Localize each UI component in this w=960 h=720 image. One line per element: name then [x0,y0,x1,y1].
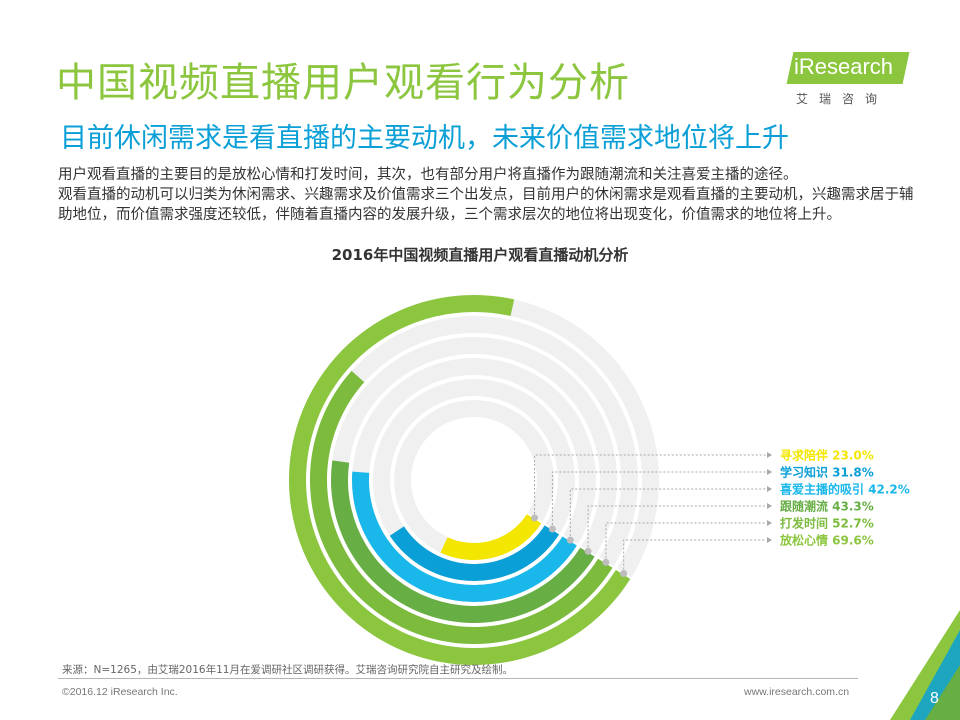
footer-divider [58,678,858,679]
bar-寻求陪伴 [440,513,542,560]
leader-arrow [767,503,772,509]
bar-喜爱主播的吸引 [352,471,578,602]
data-label: 寻求陪伴 23.0% [780,448,874,463]
leader-arrow [767,486,772,492]
leader-line [605,522,766,563]
iresearch-logo: iResearch 艾瑞咨询 [780,52,910,110]
leader-arrow [767,537,772,543]
page-number: 8 [930,690,939,707]
page-title: 中国视频直播用户观看行为分析 [56,60,630,106]
corner-decoration [890,610,960,720]
copyright-text: ©2016.12 iResearch Inc. [62,686,178,698]
summary-text: 用户观看直播的主要目的是放松心情和打发时间，其次，也有部分用户将直播作为跟随潮流… [58,165,920,225]
leader-line [587,505,766,552]
leader-line [623,539,766,574]
website-url: www.iresearch.com.cn [744,686,850,698]
leader-dot [584,547,592,555]
leader-line [534,454,766,518]
leader-line [569,488,766,541]
bar-学习知识 [389,524,560,581]
leader-line [551,471,766,529]
data-label: 打发时间 52.7% [780,516,874,531]
page-subtitle: 目前休闲需求是看直播的主要动机，未来价值需求地位将上升 [60,123,789,154]
bar-放松心情 [289,295,631,665]
summary-paragraph-1: 用户观看直播的主要目的是放松心情和打发时间，其次，也有部分用户将直播作为跟随潮流… [58,167,798,183]
data-label: 喜爱主播的吸引 42.2% [780,482,910,497]
logo-chinese-name: 艾瑞咨询 [796,92,889,106]
start-divider [523,510,634,580]
leader-arrow [767,469,772,475]
leader-dot [531,514,539,522]
leader-dot [566,536,574,544]
data-label: 学习知识 31.8% [780,465,874,480]
source-note: 来源：N=1265，由艾瑞2016年11月在爱调研社区调研获得。艾瑞咨询研究院自… [62,664,513,676]
leader-dot [620,570,628,577]
summary-paragraph-2: 观看直播的动机可以归类为休闲需求、兴趣需求及价值需求三个出发点，目前用户的休闲需… [58,187,914,223]
leader-dot [548,525,556,533]
chart-title: 2016年中国视频直播用户观看直播动机分析 [331,246,629,264]
leader-arrow [767,452,772,458]
leader-dot [602,558,610,566]
leader-arrow [767,520,772,526]
bar-跟随潮流 [331,460,596,623]
data-label: 跟随潮流 43.3% [780,499,874,514]
data-label: 放松心情 69.6% [779,533,874,548]
logo-wordmark: iResearch [794,54,894,79]
bar-打发时间 [309,370,614,644]
